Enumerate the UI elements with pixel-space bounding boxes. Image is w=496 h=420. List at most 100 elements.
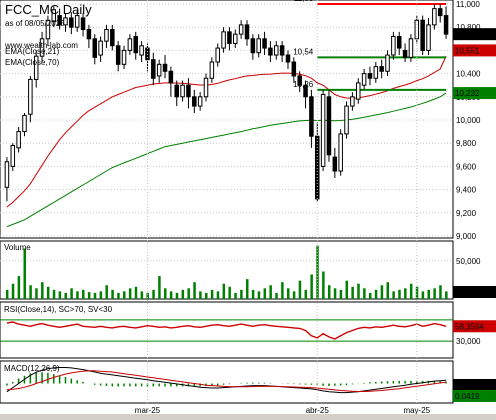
ema70-tag-bg	[453, 87, 496, 100]
macd-pane: 0,0419 0,0419 MACD(12,26,9)	[0, 360, 496, 404]
volume-tick-label: 50,000	[456, 257, 481, 266]
volume-bar	[240, 289, 243, 299]
volume-bar	[275, 292, 278, 299]
macd-lines	[6, 367, 447, 394]
candle-body	[391, 35, 396, 56]
volume-bar	[404, 288, 407, 299]
volume-bar	[64, 292, 67, 299]
candle-body	[33, 55, 39, 80]
resistance-label: 11,00	[294, 0, 314, 3]
volume-bar	[35, 288, 38, 299]
volume-bar	[439, 285, 442, 299]
candle-body	[192, 96, 197, 107]
rsi-line	[6, 321, 447, 340]
candle-body	[303, 84, 308, 98]
scrollbar-track[interactable]	[0, 414, 496, 420]
macd-signal-path	[6, 370, 447, 392]
x-axis: mar-25 abr-25 may-25	[135, 0, 431, 415]
volume-bar	[333, 288, 337, 299]
candle-body	[332, 156, 338, 172]
volume-bar	[105, 285, 108, 299]
ema21-path	[6, 55, 447, 208]
candle-body	[174, 84, 179, 98]
price-tick-label: 11,000	[456, 0, 480, 9]
volume-bar	[175, 292, 179, 299]
price-tick-label: 9,000	[456, 232, 477, 241]
price-tags: 10,740 10,551 10,232	[453, 28, 496, 100]
volume-bar	[210, 289, 214, 299]
volume-bar	[228, 286, 231, 299]
candle-body	[373, 66, 379, 79]
volume-bar	[421, 291, 425, 299]
volume-bar	[164, 288, 167, 299]
candle-body	[80, 17, 86, 31]
candle-body	[151, 59, 156, 79]
time-scrollbar[interactable]	[0, 414, 496, 420]
volume-bar	[345, 280, 349, 299]
candle-body	[250, 38, 256, 54]
candle-body	[291, 61, 297, 77]
volume-bar	[304, 289, 308, 299]
volume-bar	[392, 291, 395, 299]
candle-body	[51, 9, 57, 22]
candle-body	[227, 31, 232, 44]
volume-last-tag: 10,243	[455, 288, 480, 297]
candle-body	[45, 19, 51, 40]
candle-body	[186, 84, 191, 98]
volume-bar	[286, 288, 290, 299]
volume-bar	[257, 291, 261, 299]
volume-bar	[46, 286, 50, 299]
chart-title: FCC_MC Daily	[5, 2, 92, 17]
volume-bar	[351, 286, 354, 299]
volume-bar	[409, 283, 413, 299]
candle-body	[16, 131, 21, 149]
volume-bar	[158, 276, 161, 299]
candle-body	[361, 73, 367, 86]
volume-frame	[0, 240, 454, 300]
volume-bar	[445, 291, 448, 299]
candle-body	[121, 49, 127, 65]
candle-body	[39, 38, 45, 57]
price-tick-label: 9,800	[456, 139, 477, 148]
x-tick-label: abr-25	[306, 406, 330, 415]
candle-body	[162, 63, 168, 72]
ema70-line	[6, 92, 447, 228]
macd-last-tag-bg	[453, 379, 496, 391]
volume-bar	[386, 282, 390, 299]
volume-bar	[134, 286, 138, 299]
candle-body	[402, 49, 408, 58]
volume-bar	[152, 289, 155, 299]
volume-bar	[193, 282, 196, 299]
volume-title: Volume	[4, 243, 31, 252]
macd-signal-tag-bg	[453, 390, 496, 402]
volume-bar	[23, 248, 26, 299]
rsi-frame	[0, 301, 454, 359]
macd-title: MACD(12,26,9)	[4, 364, 60, 373]
volume-bar	[76, 291, 79, 299]
volume-bar	[146, 292, 149, 299]
candle-body	[426, 24, 431, 51]
volume-bar	[363, 288, 366, 299]
candle-body	[133, 35, 139, 54]
volume-bar	[111, 289, 114, 299]
volume-bar	[251, 289, 255, 299]
support-1-label: 10,54	[293, 47, 314, 56]
macd-tags: 0,0419 0,0419	[453, 379, 496, 402]
volume-bar	[245, 279, 249, 299]
candle-body	[443, 15, 449, 35]
candle-body	[28, 78, 33, 115]
candle-body	[326, 96, 332, 156]
volume-bar	[374, 289, 378, 299]
volume-bar	[199, 291, 202, 299]
rsi-last-tag: 58,3594	[455, 322, 484, 331]
candle-body	[244, 24, 250, 40]
volume-bar	[380, 285, 384, 299]
volume-bar	[93, 292, 97, 299]
candle-body	[262, 38, 267, 49]
rsi-path	[6, 321, 447, 340]
volume-bar	[29, 285, 32, 299]
volume-pane: 50,000 10,243 Volume	[0, 240, 496, 300]
price-levels: 11,00 10,54 10,26	[293, 0, 447, 91]
ema21-tag: 10,551	[455, 46, 480, 55]
rsi-last-tag-bg	[453, 320, 496, 333]
